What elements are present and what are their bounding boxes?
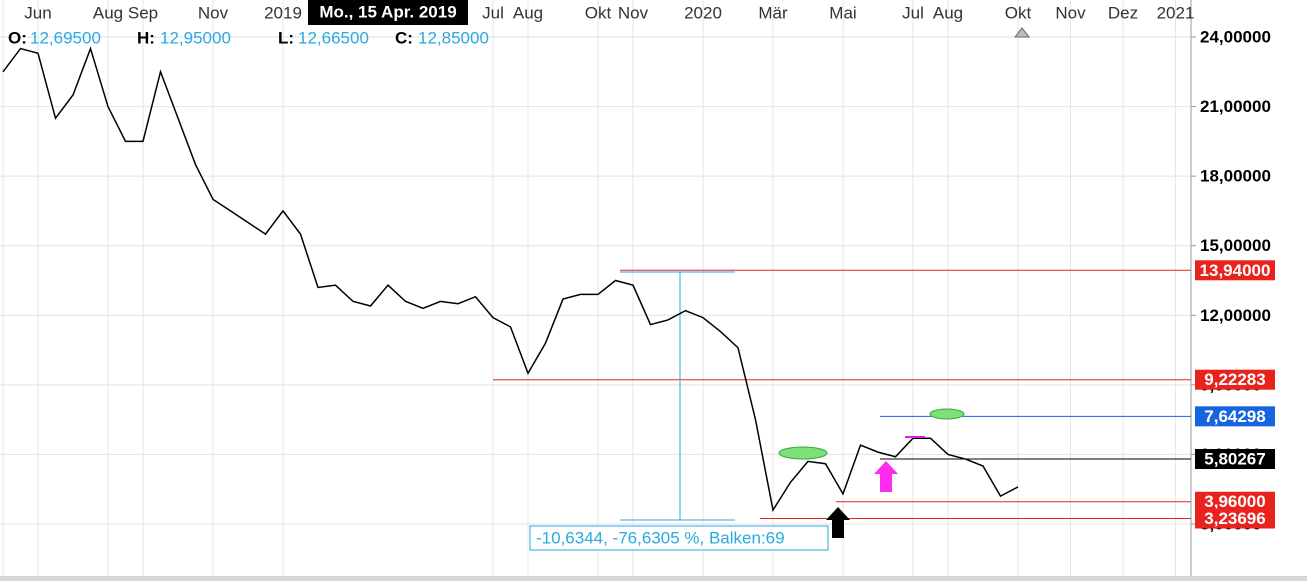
level-tag [1195, 449, 1275, 470]
x-tick-label: Aug [93, 3, 123, 22]
x-tick-label: Mai [829, 3, 856, 22]
level-tag [1195, 508, 1275, 529]
ohlc-key: O: [8, 28, 27, 47]
level-label: 3,96000 [1204, 492, 1265, 511]
level-label: 9,22283 [1204, 370, 1265, 389]
y-tick-label: 21,00000 [1200, 97, 1271, 116]
x-tick-label: Jun [24, 3, 51, 22]
level-label: 7,64298 [1204, 407, 1265, 426]
level-label: 5,80267 [1204, 449, 1265, 468]
x-tick-label: 2021 [1157, 3, 1195, 22]
level-label: 3,23696 [1204, 509, 1265, 528]
marker-ellipse [778, 446, 828, 460]
y-tick-label: 24,00000 [1200, 27, 1271, 46]
level-tag [1195, 491, 1275, 512]
x-tick-label: Mär [758, 3, 788, 22]
ohlc-key: L: [278, 28, 294, 47]
arrow [874, 461, 898, 492]
x-tick-label: Nov [1055, 3, 1086, 22]
x-tick-label: Okt [1005, 3, 1032, 22]
x-tick-label: Aug [513, 3, 543, 22]
ohlc-value: 12,85000 [418, 28, 489, 47]
x-tick-label: Nov [618, 3, 649, 22]
arrow [826, 507, 850, 538]
crosshair-date-box [308, 0, 468, 25]
scroll-marker[interactable] [1013, 27, 1031, 38]
ohlc-value: 12,95000 [160, 28, 231, 47]
marker-ellipse [929, 408, 965, 420]
ohlc-value: 12,69500 [30, 28, 101, 47]
x-tick-label: Okt [585, 3, 612, 22]
x-tick-label: 2020 [684, 3, 722, 22]
x-tick-label: Jul [482, 3, 504, 22]
crosshair-date: Mo., 15 Apr. 2019 [319, 2, 456, 21]
level-tag [1195, 369, 1275, 390]
x-tick-label: 2019 [264, 3, 302, 22]
level-tag [1195, 406, 1275, 427]
measure-label: -10,6344, -76,6305 %, Balken:69 [536, 528, 785, 547]
ohlc-key: C: [395, 28, 413, 47]
level-label: 13,94000 [1200, 261, 1271, 280]
ohlc-value: 12,66500 [298, 28, 369, 47]
x-tick-label: Sep [128, 3, 158, 22]
y-tick-label: 15,00000 [1200, 236, 1271, 255]
price-line [2, 46, 1019, 513]
scrollbar[interactable] [0, 576, 1307, 581]
x-tick-label: Nov [198, 3, 229, 22]
measure-box [529, 525, 829, 551]
y-tick-label: 18,00000 [1200, 167, 1271, 186]
x-tick-label: Aug [933, 3, 963, 22]
y-tick-label: 12,00000 [1200, 306, 1271, 325]
x-tick-label: Dez [1108, 3, 1138, 22]
ohlc-key: H: [137, 28, 155, 47]
level-tag [1195, 260, 1275, 281]
x-tick-label: Jul [902, 3, 924, 22]
